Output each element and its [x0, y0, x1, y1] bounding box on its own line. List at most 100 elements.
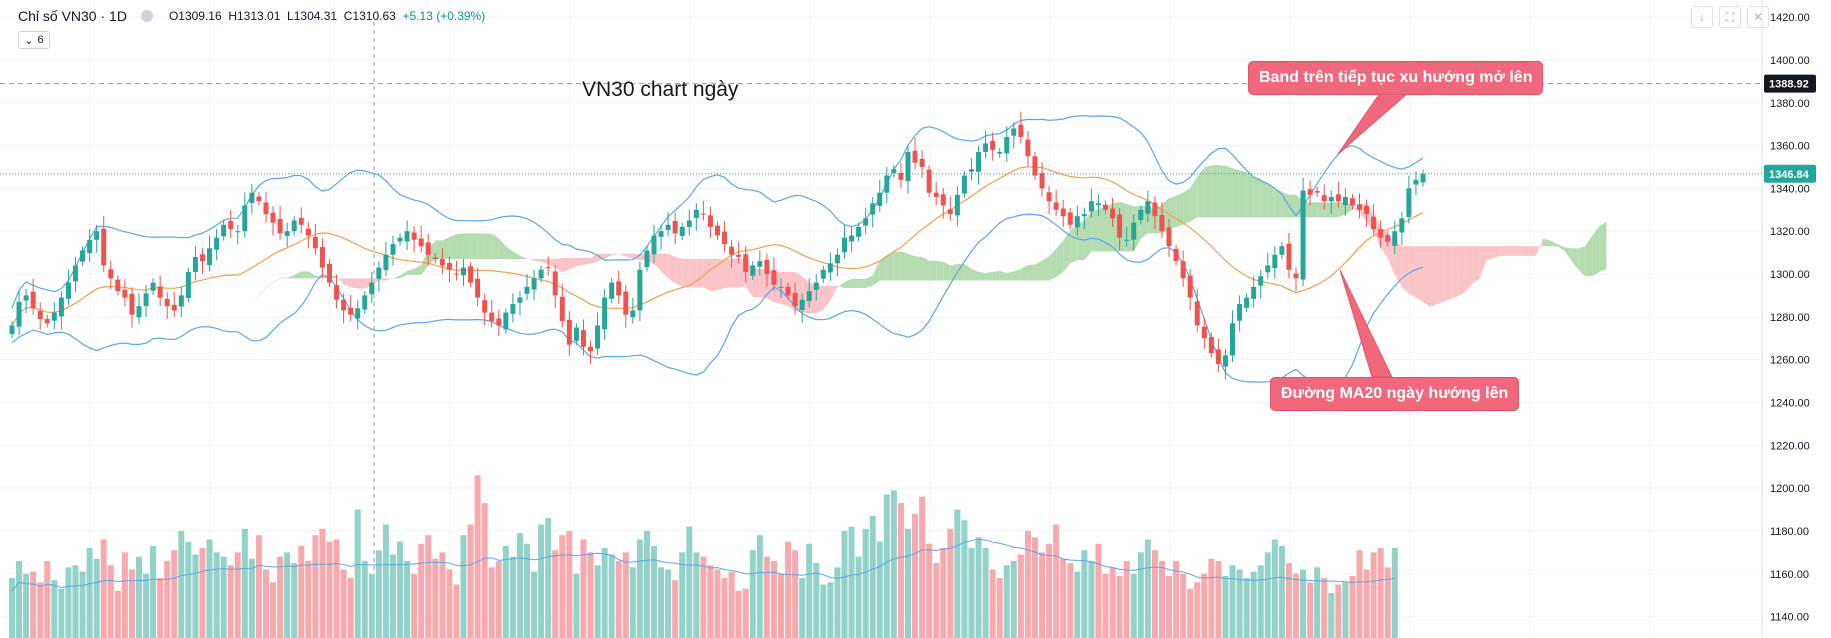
indicators-toggle[interactable]: ⌄ 6 [18, 31, 50, 49]
ichimoku-cloud-segment [1239, 170, 1247, 218]
candle-body [841, 237, 847, 253]
ichimoku-cloud-segment [696, 259, 704, 288]
candle-body [1039, 172, 1045, 189]
volume-bar [806, 543, 813, 638]
volume-bar [397, 541, 404, 638]
volume-bar [897, 503, 904, 638]
ichimoku-cloud-segment [244, 304, 252, 311]
volume-bar [1307, 582, 1314, 638]
candle-body [475, 278, 481, 298]
ichimoku-cloud-segment [844, 278, 852, 288]
volume-bar [1010, 560, 1017, 638]
price-tick-label: 1140.00 [1770, 612, 1809, 624]
candle-body [1321, 195, 1327, 202]
candle-body [849, 235, 855, 242]
price-tick-label: 1400.00 [1770, 55, 1810, 67]
ichimoku-cloud-segment [992, 270, 1000, 281]
volume-bar [121, 552, 128, 638]
symbol-label[interactable]: Chỉ số VN30 · 1D [18, 8, 127, 24]
volume-bar [481, 503, 488, 638]
candle-body [693, 209, 699, 218]
volume-bar [347, 578, 354, 638]
ichimoku-cloud-segment [1394, 240, 1402, 287]
candle-body [1025, 139, 1031, 157]
ichimoku-cloud-segment [661, 253, 669, 279]
candle-body [644, 250, 650, 268]
candle-body [813, 282, 819, 290]
volume-bar [192, 554, 199, 638]
ichimoku-cloud-segment [1564, 247, 1572, 261]
ichimoku-cloud-segment [675, 256, 683, 287]
volume-bar [961, 520, 968, 638]
volume-bar [566, 530, 573, 638]
fullscreen-icon[interactable]: ⛶ [1719, 6, 1741, 28]
candle-body [397, 237, 403, 242]
ichimoku-cloud-segment [604, 253, 612, 259]
ichimoku-cloud-segment [463, 233, 471, 260]
candle-body [9, 325, 15, 334]
ichimoku-cloud-segment [611, 253, 619, 256]
candle-body [369, 282, 375, 295]
ichimoku-cloud-segment [682, 259, 690, 288]
ichimoku-cloud-segment [1401, 246, 1409, 294]
ichimoku-cloud-segment [1218, 164, 1226, 218]
candle-body [482, 300, 488, 313]
volume-bar [531, 571, 538, 638]
volume-bar [425, 535, 432, 638]
ichimoku-cloud-segment [724, 259, 732, 288]
arrow-down-icon[interactable]: ↓ [1691, 6, 1713, 28]
price-tick-label: 1380.00 [1770, 98, 1810, 110]
candle-body [778, 286, 784, 288]
candle-body [1004, 137, 1010, 154]
ichimoku-cloud-segment [1486, 246, 1494, 261]
candle-body [411, 232, 417, 240]
ichimoku-cloud-segment [1542, 238, 1550, 247]
ichimoku-cloud-segment [1027, 264, 1035, 281]
close-icon[interactable]: ✕ [1747, 6, 1769, 28]
volume-bar [1314, 567, 1321, 638]
candle-body [1215, 349, 1221, 364]
volume-bar [912, 513, 919, 638]
visibility-icon[interactable] [140, 10, 153, 22]
volume-bar [1039, 552, 1046, 638]
volume-bar [51, 580, 58, 638]
candle-body [221, 224, 227, 237]
ichimoku-cloud-segment [1232, 168, 1240, 218]
volume-bar [904, 528, 911, 638]
candle-body [1392, 231, 1398, 246]
candle-body [1103, 204, 1109, 210]
volume-bar [1285, 563, 1292, 638]
ichimoku-cloud-segment [1169, 195, 1177, 230]
candle-body [736, 254, 742, 257]
ichimoku-cloud-segment [1430, 246, 1438, 307]
volume-bar [58, 588, 65, 638]
ichimoku-cloud-segment [456, 233, 464, 260]
ichimoku-cloud-segment [893, 251, 901, 281]
volume-bar [79, 571, 86, 638]
ichimoku-cloud-segment [752, 268, 760, 298]
candle-body [1081, 214, 1087, 217]
candle-body [898, 172, 904, 180]
candle-body [757, 261, 763, 267]
candle-body [870, 203, 876, 215]
ichimoku-cloud-segment [971, 268, 979, 281]
volume-bar [495, 560, 502, 638]
ichimoku-cloud-segment [1267, 183, 1275, 218]
ichimoku-cloud-segment [273, 277, 281, 283]
ichimoku-cloud-segment [491, 233, 499, 260]
ichimoku-cloud-segment [1521, 246, 1529, 256]
candle-body [37, 310, 43, 319]
volume-bar [460, 535, 467, 638]
volume-bar [559, 535, 566, 638]
candle-body [884, 175, 890, 193]
candle-body [799, 299, 805, 311]
band-callout-pointer [1337, 92, 1410, 155]
volume-bar [340, 569, 347, 638]
volume-bar [1173, 560, 1180, 638]
candle-body [792, 292, 798, 307]
ichimoku-cloud-segment [654, 253, 662, 271]
candle-body [30, 291, 36, 309]
candle-body [439, 259, 445, 266]
price-tick-label: 1340.00 [1770, 183, 1810, 195]
volume-bar [1180, 573, 1187, 638]
